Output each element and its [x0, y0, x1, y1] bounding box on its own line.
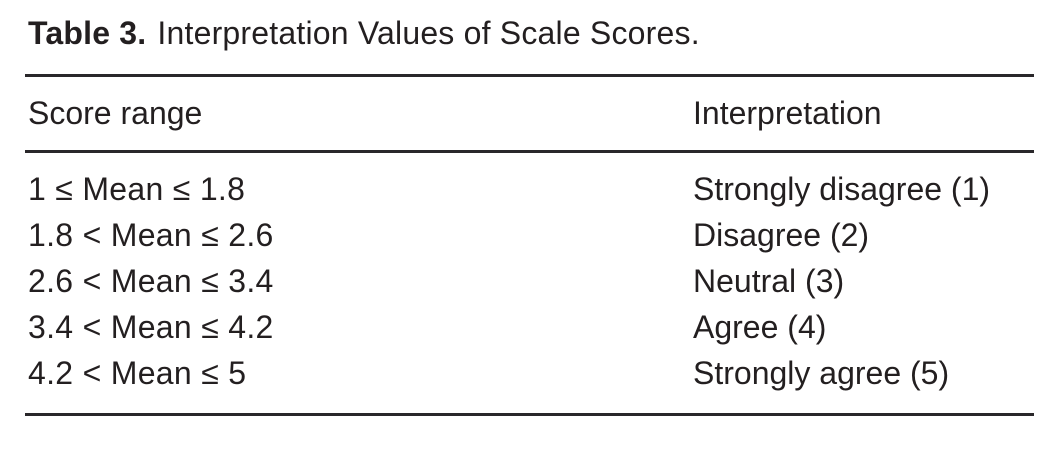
table-caption: Table 3. Interpretation Values of Scale S…: [28, 13, 1034, 53]
table-caption-text: Interpretation Values of Scale Scores.: [157, 15, 700, 51]
interpretation-cell: Strongly disagree (1): [693, 171, 991, 207]
column-header-score-range: Score range: [25, 75, 690, 153]
interpretation-table: Score range Interpretation 1 ≤ Mean ≤ 1.…: [25, 74, 1034, 416]
table-caption-label: Table 3.: [28, 15, 147, 51]
interpretation-cell: Strongly agree (5): [693, 355, 950, 391]
score-range-cell: 1 ≤ Mean ≤ 1.8: [28, 171, 246, 207]
score-range-cell: 2.6 < Mean ≤ 3.4: [28, 263, 274, 299]
column-header-interpretation: Interpretation: [690, 75, 1034, 153]
table-figure: Table 3. Interpretation Values of Scale S…: [0, 13, 1058, 416]
table-row: 3.4 < Mean ≤ 4.2 Agree (4): [25, 304, 1034, 350]
score-range-cell: 4.2 < Mean ≤ 5: [28, 355, 247, 391]
score-range-cell: 3.4 < Mean ≤ 4.2: [28, 309, 274, 345]
score-range-cell: 1.8 < Mean ≤ 2.6: [28, 217, 274, 253]
table-row: 1.8 < Mean ≤ 2.6 Disagree (2): [25, 212, 1034, 258]
table-row: 2.6 < Mean ≤ 3.4 Neutral (3): [25, 258, 1034, 304]
interpretation-cell: Agree (4): [693, 309, 827, 345]
header-row: Score range Interpretation: [25, 75, 1034, 153]
interpretation-cell: Disagree (2): [693, 217, 870, 253]
table-row: 4.2 < Mean ≤ 5 Strongly agree (5): [25, 350, 1034, 415]
table-row: 1 ≤ Mean ≤ 1.8 Strongly disagree (1): [25, 152, 1034, 213]
interpretation-cell: Neutral (3): [693, 263, 845, 299]
